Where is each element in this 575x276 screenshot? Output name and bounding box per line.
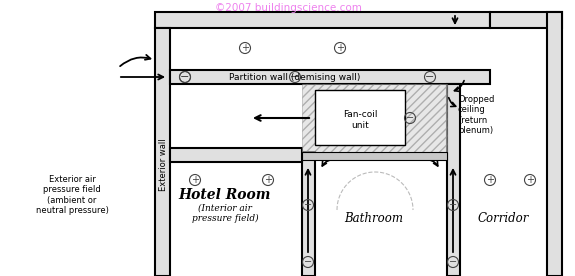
Text: −: − — [304, 200, 312, 210]
Text: Exterior air
pressure field
(ambient or
neutral pressure): Exterior air pressure field (ambient or … — [36, 175, 109, 215]
Text: Corridor: Corridor — [477, 211, 528, 224]
Text: −: − — [181, 72, 189, 82]
Bar — [490, 12, 562, 28]
Text: +: + — [526, 175, 534, 185]
Text: Fan-coil
unit: Fan-coil unit — [343, 110, 377, 130]
Text: +: + — [191, 175, 199, 185]
Text: +: + — [264, 175, 272, 185]
Text: Bathroom: Bathroom — [344, 211, 404, 224]
Bar — [302, 84, 447, 152]
Text: (Interior air
pressure field): (Interior air pressure field) — [191, 203, 258, 223]
Text: Partition wall (demising wall): Partition wall (demising wall) — [229, 73, 361, 81]
Text: ©2007 buildingscience.com: ©2007 buildingscience.com — [214, 3, 362, 13]
Bar — [302, 152, 315, 276]
Text: Exterior wall: Exterior wall — [159, 139, 167, 191]
Bar — [547, 12, 562, 276]
Bar — [170, 148, 302, 162]
Text: −: − — [406, 113, 414, 123]
Text: +: + — [336, 43, 344, 53]
Text: −: − — [304, 257, 312, 267]
Bar — [155, 28, 170, 276]
Text: −: − — [449, 200, 457, 210]
Text: Hotel Room: Hotel Room — [179, 188, 271, 202]
Bar — [155, 12, 490, 28]
Text: −: − — [449, 257, 457, 267]
Text: −: − — [426, 72, 435, 82]
Bar — [315, 90, 405, 145]
Bar — [302, 152, 447, 160]
Text: −: − — [290, 72, 300, 82]
Text: −: − — [181, 72, 190, 82]
Text: +: + — [241, 43, 249, 53]
Bar — [170, 70, 490, 84]
Text: Dropped
ceiling
(return
plenum): Dropped ceiling (return plenum) — [458, 95, 494, 135]
Text: +: + — [486, 175, 494, 185]
Bar — [447, 84, 460, 276]
